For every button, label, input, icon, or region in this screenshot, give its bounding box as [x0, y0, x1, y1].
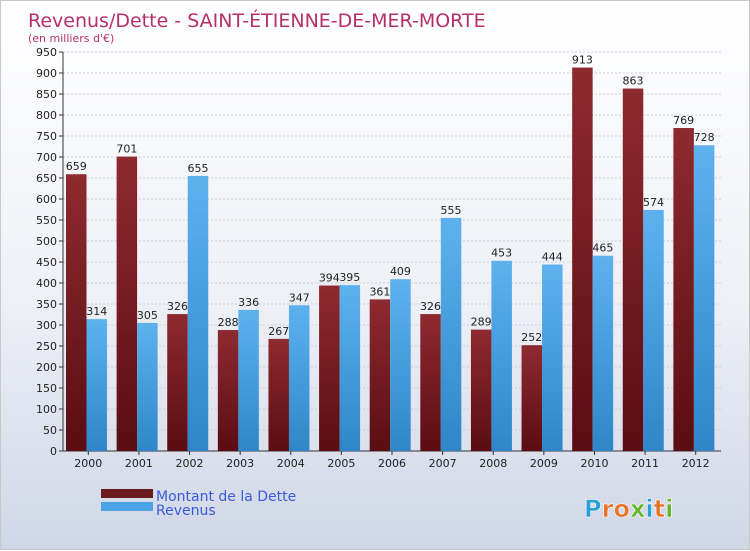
- data-label: 289: [471, 316, 492, 329]
- x-tick-label: 2000: [74, 457, 102, 470]
- y-tick-label: 850: [36, 88, 57, 101]
- data-label: 913: [572, 54, 593, 67]
- y-tick-label: 300: [36, 319, 57, 332]
- data-label: 252: [521, 331, 542, 344]
- bar-dette: [622, 88, 644, 451]
- data-label: 394: [319, 272, 340, 285]
- bar-revenus: [643, 209, 664, 451]
- x-tick-label: 2001: [125, 457, 153, 470]
- legend: Montant de la Dette Revenus: [101, 489, 296, 519]
- y-tick-label: 0: [50, 445, 57, 458]
- bar-dette: [167, 314, 188, 451]
- y-tick-label: 100: [36, 403, 57, 416]
- data-label: 336: [238, 296, 259, 309]
- proxiti-logo: Proxiti: [584, 495, 674, 524]
- y-tick-label: 200: [36, 361, 57, 374]
- legend-swatch-revenus: [101, 502, 153, 511]
- data-label: 769: [673, 114, 694, 127]
- y-tick-label: 50: [43, 424, 57, 437]
- bar-dette: [268, 338, 289, 451]
- bar-revenus: [440, 217, 462, 451]
- data-label: 465: [592, 242, 613, 255]
- y-axis: 0 50 100 150 200 250 300 350 400 450 500 550 600 650 7…: [36, 46, 721, 458]
- logo-text: Proxiti: [584, 495, 673, 523]
- data-label: 659: [66, 160, 87, 173]
- legend-swatch-dette: [101, 489, 153, 498]
- data-label: 409: [390, 265, 411, 278]
- data-label: 267: [268, 325, 289, 338]
- legend-label-dette: Montant de la Dette: [156, 489, 296, 505]
- data-label: 347: [289, 291, 310, 304]
- bar-revenus: [592, 255, 614, 451]
- y-tick-label: 550: [36, 214, 57, 227]
- data-label: 728: [694, 131, 715, 144]
- bar-dette: [66, 174, 87, 451]
- y-tick-label: 650: [36, 172, 57, 185]
- bar-dette: [116, 156, 138, 451]
- data-label: 655: [187, 162, 208, 175]
- bar-revenus: [187, 175, 209, 451]
- y-tick-label: 800: [36, 109, 57, 122]
- bar-dette: [470, 329, 492, 451]
- y-tick-label: 950: [36, 46, 57, 59]
- bar-dette: [319, 285, 340, 451]
- data-label: 326: [167, 300, 188, 313]
- x-tick-label: 2007: [429, 457, 457, 470]
- data-label: 361: [369, 285, 390, 298]
- bar-revenus: [137, 322, 158, 451]
- bar-dette: [217, 330, 239, 451]
- bar-dette: [521, 345, 543, 451]
- y-tick-label: 750: [36, 130, 57, 143]
- y-tick-label: 350: [36, 298, 57, 311]
- data-label: 305: [137, 309, 158, 322]
- y-tick-label: 450: [36, 256, 57, 269]
- bar-dette: [673, 128, 694, 451]
- x-tick-label: 2002: [176, 457, 204, 470]
- y-tick-label: 400: [36, 277, 57, 290]
- y-tick-label: 700: [36, 151, 57, 164]
- bar-revenus: [491, 260, 512, 451]
- x-tick-label: 2003: [226, 457, 254, 470]
- legend-label-revenus: Revenus: [156, 503, 216, 519]
- bar-revenus: [339, 285, 361, 451]
- x-tick-label: 2012: [682, 457, 710, 470]
- bar-dette: [420, 314, 441, 451]
- x-axis: 2000 2001 2002 2003 2004 2005 2006 2007 2008 2009…: [74, 451, 710, 470]
- x-tick-label: 2005: [327, 457, 355, 470]
- bar-revenus: [390, 279, 411, 451]
- data-label: 314: [86, 305, 107, 318]
- bar-revenus: [693, 145, 715, 452]
- data-label: 863: [623, 75, 644, 88]
- bar-revenus: [238, 309, 259, 451]
- bar-revenus: [86, 319, 107, 451]
- data-label: 395: [339, 271, 360, 284]
- x-tick-label: 2009: [530, 457, 558, 470]
- y-tick-label: 600: [36, 193, 57, 206]
- bar-revenus: [542, 264, 563, 451]
- chart-title: Revenus/Dette - SAINT-ÉTIENNE-DE-MER-MOR…: [28, 9, 486, 32]
- data-label: 453: [491, 247, 512, 260]
- data-label: 701: [116, 143, 137, 156]
- y-tick-label: 500: [36, 235, 57, 248]
- data-label: 326: [420, 300, 441, 313]
- y-tick-label: 900: [36, 67, 57, 80]
- data-label: 555: [441, 204, 462, 217]
- x-tick-label: 2004: [277, 457, 305, 470]
- bar-dette: [572, 67, 593, 451]
- x-tick-label: 2011: [631, 457, 659, 470]
- data-label: 574: [643, 196, 664, 209]
- y-tick-label: 150: [36, 382, 57, 395]
- x-tick-label: 2010: [580, 457, 608, 470]
- data-label: 288: [218, 316, 239, 329]
- data-label: 444: [542, 251, 563, 264]
- y-tick-label: 250: [36, 340, 57, 353]
- bar-revenus: [288, 305, 310, 451]
- chart-subtitle: (en milliers d'€): [28, 32, 114, 45]
- bar-dette: [369, 299, 391, 451]
- x-tick-label: 2006: [378, 457, 406, 470]
- x-tick-label: 2008: [479, 457, 507, 470]
